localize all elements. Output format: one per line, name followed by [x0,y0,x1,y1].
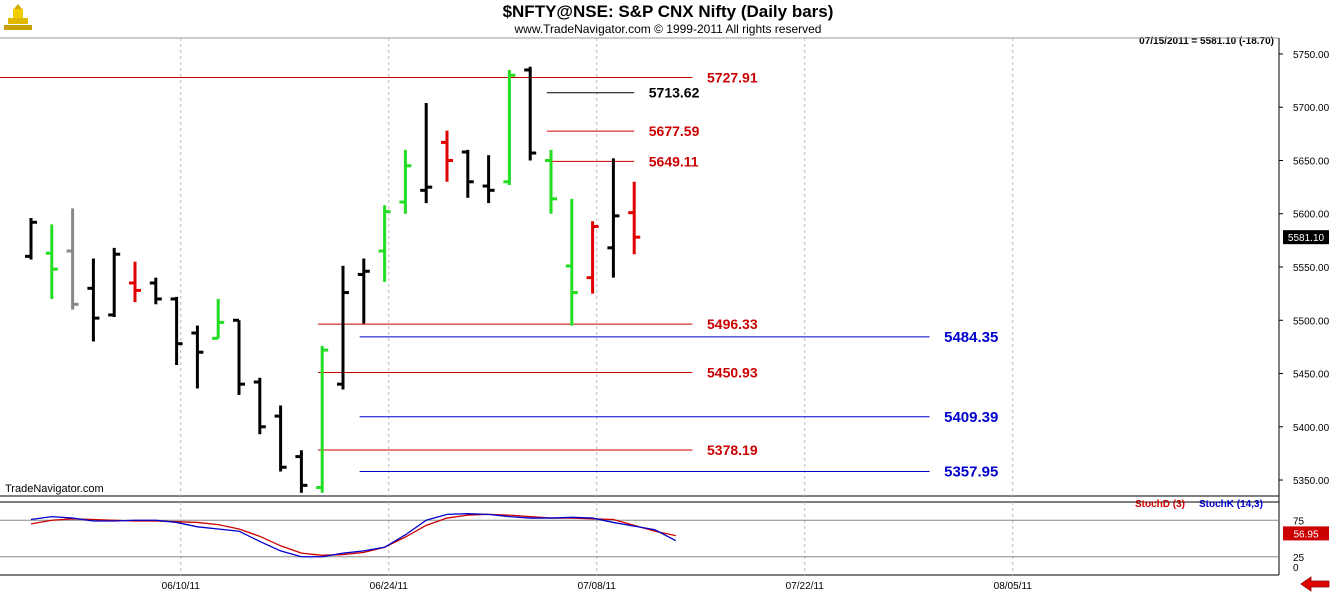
watermark-text: TradeNavigator.com [5,483,104,495]
price-tick-label: 5400.00 [1293,423,1330,434]
tradenavigator-logo-icon [3,3,33,33]
stoch-zero-label: 0 [1293,563,1299,574]
ohlc-bars [25,66,641,493]
price-tick-label: 5650.00 [1293,156,1330,167]
grid [0,37,1280,576]
level-label: 5677.59 [649,123,700,139]
legend-stochd: StochD (3) [1135,499,1185,510]
price-tick-label: 5500.00 [1293,316,1330,327]
stoch-tick-label: 25 [1293,553,1305,564]
level-label: 5727.91 [707,70,758,86]
last-price-label: 5581.10 [1288,233,1325,244]
last-quote-readout: 07/15/2011 = 5581.10 (-18.70) [1139,36,1274,47]
date-tick-label: 06/10/11 [162,581,201,592]
last-price-box [1283,230,1329,245]
price-tick-label: 5600.00 [1293,210,1330,221]
level-label: 5378.19 [707,442,758,458]
date-tick-label: 08/05/11 [994,581,1033,592]
stoch-value-box [1283,526,1329,541]
price-tick-label: 5700.00 [1293,103,1330,114]
chart-title: $NFTY@NSE: S&P CNX Nifty (Daily bars) [502,2,834,21]
legend-stochk: StochK (14,3) [1199,499,1263,510]
level-label: 5450.93 [707,365,758,381]
stoch-tick-label: 75 [1293,516,1305,527]
price-tick-label: 5450.00 [1293,370,1330,381]
level-label: 5713.62 [649,85,700,101]
level-label: 5496.33 [707,316,758,332]
copyright-text: www.TradeNavigator.com © 1999-2011 All r… [514,22,822,36]
date-tick-label: 07/08/11 [578,581,617,592]
back-arrow-icon[interactable] [1299,576,1331,592]
stoch-value-label: 56.95 [1293,529,1318,540]
stochastic-panel: 25 75 0 56.95 StochD (3) StochK (14,3) [0,499,1329,574]
level-label: 5484.35 [944,329,998,346]
level-label: 5649.11 [649,153,699,169]
date-tick-label: 07/22/11 [786,581,825,592]
level-label: 5357.95 [944,464,998,481]
stochk-line [30,513,677,558]
date-tick-label: 06/24/11 [370,581,409,592]
date-axis: 06/10/11 06/24/11 07/08/11 07/22/11 08/05/11 [162,581,1033,592]
price-axis: 5350.00 5400.00 5450.00 5500.00 5550.00 5600.… [1279,50,1330,487]
level-label: 5409.39 [944,409,998,426]
price-tick-label: 5350.00 [1293,476,1330,487]
price-tick-label: 5750.00 [1293,50,1330,61]
price-tick-label: 5550.00 [1293,263,1330,274]
level-lines: 5727.91 5713.62 5677.59 5649.11 5496.33 5484.… [0,70,998,481]
